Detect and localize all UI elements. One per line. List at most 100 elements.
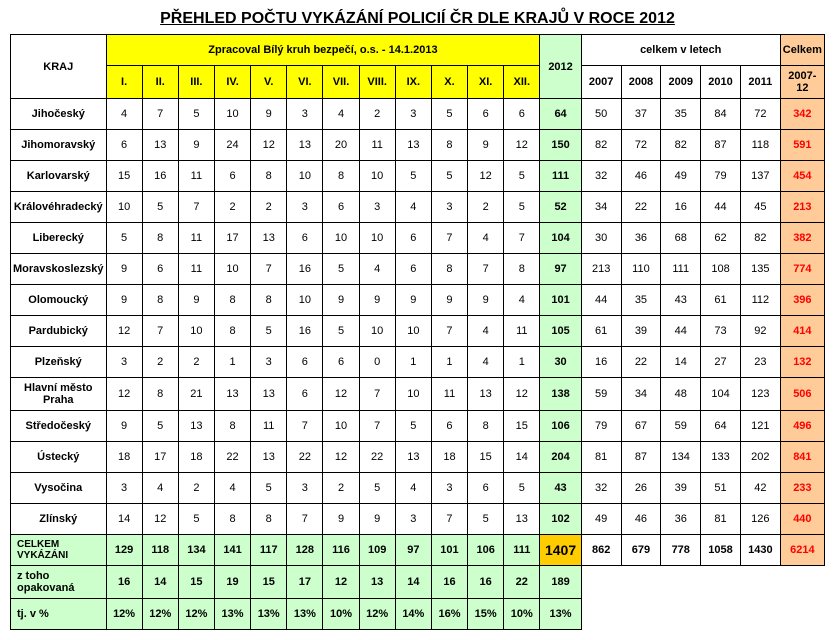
header-year: 2011: [740, 66, 780, 99]
month-cell: 5: [504, 161, 540, 192]
month-cell: 7: [504, 223, 540, 254]
percent-month: 15%: [468, 599, 504, 630]
month-cell: 10: [395, 378, 431, 411]
month-cell: 6: [287, 347, 323, 378]
month-cell: 24: [214, 130, 250, 161]
totals-month: 118: [142, 535, 178, 566]
region-name: Jihomoravský: [11, 130, 107, 161]
year-cell: 79: [701, 161, 741, 192]
month-cell: 3: [287, 99, 323, 130]
month-cell: 5: [431, 99, 467, 130]
year-2012-cell: 43: [540, 473, 581, 504]
month-cell: 20: [323, 130, 359, 161]
month-cell: 8: [251, 285, 287, 316]
month-cell: 3: [251, 347, 287, 378]
year-2012-cell: 102: [540, 504, 581, 535]
year-cell: 61: [701, 285, 741, 316]
month-cell: 4: [106, 99, 142, 130]
month-cell: 4: [359, 254, 395, 285]
empty-cell: [661, 566, 701, 599]
region-name: Olomoucký: [11, 285, 107, 316]
year-cell: 39: [621, 316, 661, 347]
header-kraj: KRAJ: [11, 35, 107, 99]
percent-month: 10%: [504, 599, 540, 630]
percent-month: 12%: [106, 599, 142, 630]
year-cell: 104: [701, 378, 741, 411]
region-name: Hlavní město Praha: [11, 378, 107, 411]
header-month: XII.: [504, 66, 540, 99]
year-cell: 44: [581, 285, 621, 316]
month-cell: 7: [287, 411, 323, 442]
month-cell: 22: [359, 442, 395, 473]
year-cell: 72: [621, 130, 661, 161]
month-cell: 6: [142, 254, 178, 285]
month-cell: 9: [468, 130, 504, 161]
month-cell: 6: [395, 223, 431, 254]
month-cell: 9: [178, 130, 214, 161]
repeated-month: 13: [359, 566, 395, 599]
month-cell: 22: [214, 442, 250, 473]
month-cell: 18: [106, 442, 142, 473]
month-cell: 7: [142, 99, 178, 130]
month-cell: 13: [468, 378, 504, 411]
month-cell: 2: [323, 473, 359, 504]
month-cell: 5: [395, 411, 431, 442]
month-cell: 9: [323, 504, 359, 535]
year-cell: 46: [621, 504, 661, 535]
year-cell: 22: [621, 192, 661, 223]
month-cell: 2: [468, 192, 504, 223]
year-cell: 81: [581, 442, 621, 473]
month-cell: 5: [142, 192, 178, 223]
year-cell: 44: [701, 192, 741, 223]
month-cell: 3: [395, 99, 431, 130]
month-cell: 1: [395, 347, 431, 378]
month-cell: 1: [504, 347, 540, 378]
year-cell: 59: [661, 411, 701, 442]
total-cell: 132: [780, 347, 824, 378]
month-cell: 16: [287, 316, 323, 347]
empty-cell: [701, 599, 741, 630]
repeated-month: 12: [323, 566, 359, 599]
month-cell: 10: [106, 192, 142, 223]
month-cell: 8: [251, 504, 287, 535]
month-cell: 17: [142, 442, 178, 473]
month-cell: 11: [431, 378, 467, 411]
month-cell: 6: [106, 130, 142, 161]
year-cell: 49: [661, 161, 701, 192]
totals-month: 134: [178, 535, 214, 566]
month-cell: 13: [504, 504, 540, 535]
header-month: I.: [106, 66, 142, 99]
year-2012-cell: 138: [540, 378, 581, 411]
month-cell: 5: [142, 411, 178, 442]
month-cell: 3: [106, 473, 142, 504]
totals-month: 117: [251, 535, 287, 566]
year-2012-cell: 105: [540, 316, 581, 347]
month-cell: 7: [359, 378, 395, 411]
month-cell: 18: [431, 442, 467, 473]
month-cell: 12: [106, 316, 142, 347]
month-cell: 13: [395, 442, 431, 473]
header-month: VIII.: [359, 66, 395, 99]
month-cell: 3: [431, 192, 467, 223]
month-cell: 10: [214, 99, 250, 130]
month-cell: 5: [251, 473, 287, 504]
year-cell: 34: [581, 192, 621, 223]
month-cell: 13: [395, 130, 431, 161]
repeated-month: 19: [214, 566, 250, 599]
header-month: XI.: [468, 66, 504, 99]
year-cell: 110: [621, 254, 661, 285]
month-cell: 7: [431, 316, 467, 347]
region-name: Moravskoslezský: [11, 254, 107, 285]
header-month: VI.: [287, 66, 323, 99]
repeated-label: z toho opakovaná: [11, 566, 107, 599]
month-cell: 8: [142, 285, 178, 316]
empty-cell: [621, 599, 661, 630]
year-cell: 135: [740, 254, 780, 285]
month-cell: 13: [287, 130, 323, 161]
repeated-month: 15: [178, 566, 214, 599]
region-name: Ústecký: [11, 442, 107, 473]
percent-label: tj. v %: [11, 599, 107, 630]
header-year: 2009: [661, 66, 701, 99]
month-cell: 4: [395, 192, 431, 223]
totals-grand: 6214: [780, 535, 824, 566]
